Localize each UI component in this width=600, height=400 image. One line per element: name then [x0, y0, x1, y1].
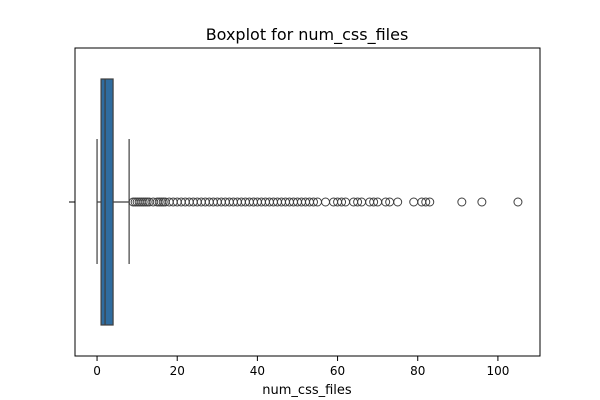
- iqr-box: [100, 78, 114, 326]
- outlier-point: [425, 197, 435, 207]
- x-tick-label: 80: [410, 364, 425, 378]
- outlier-point: [321, 197, 331, 207]
- outlier-point: [409, 197, 419, 207]
- outlier-point: [309, 197, 319, 207]
- x-tick-label: 100: [486, 364, 509, 378]
- outlier-point: [513, 197, 523, 207]
- outlier-point: [393, 197, 403, 207]
- outlier-points: [128, 197, 523, 207]
- outlier-point: [457, 197, 467, 207]
- outlier-point: [369, 197, 379, 207]
- x-axis-label: num_css_files: [262, 383, 352, 398]
- x-tick-label: 20: [170, 364, 185, 378]
- outlier-point: [381, 197, 391, 207]
- outlier-point: [477, 197, 487, 207]
- x-axis: 0 20 40 60 80 100: [93, 356, 509, 378]
- chart-title: Boxplot for num_css_files: [206, 25, 409, 45]
- outlier-point: [421, 197, 431, 207]
- boxplot: [96, 78, 130, 326]
- x-tick-label: 0: [93, 364, 101, 378]
- outlier-point: [353, 197, 363, 207]
- x-tick-label: 60: [330, 364, 345, 378]
- outlier-point: [337, 197, 347, 207]
- x-tick-label: 40: [250, 364, 265, 378]
